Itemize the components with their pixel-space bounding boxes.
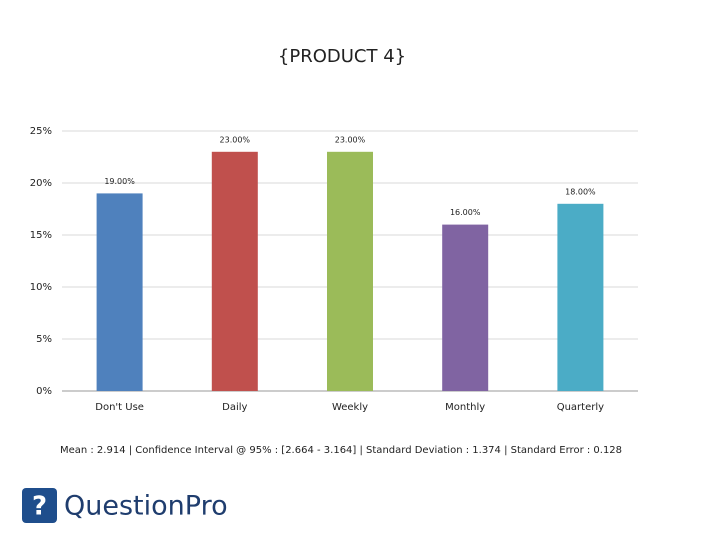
y-tick-label: 25% bbox=[30, 126, 52, 137]
bar bbox=[327, 151, 373, 391]
chart-title: {PRODUCT 4} bbox=[278, 46, 406, 67]
x-tick-label: Monthly bbox=[445, 402, 485, 413]
value-label: 16.00% bbox=[450, 208, 481, 217]
bar bbox=[442, 224, 489, 391]
value-label: 23.00% bbox=[335, 135, 366, 144]
stats-footnote: Mean : 2.914 | Confidence Interval @ 95%… bbox=[60, 445, 622, 456]
y-tick-label: 5% bbox=[36, 334, 52, 345]
value-label: 18.00% bbox=[565, 187, 596, 196]
bar bbox=[96, 193, 143, 391]
x-tick-label: Daily bbox=[222, 402, 247, 413]
x-tick-label: Don't Use bbox=[95, 402, 144, 413]
logo-mark: ? bbox=[32, 492, 47, 522]
x-tick-label: Quarterly bbox=[557, 402, 604, 413]
value-label: 19.00% bbox=[104, 177, 135, 186]
y-tick-label: 0% bbox=[36, 386, 52, 397]
y-tick-label: 10% bbox=[30, 282, 52, 293]
logo: ? QuestionPro bbox=[22, 488, 228, 523]
bar bbox=[211, 151, 258, 391]
y-tick-label: 15% bbox=[30, 230, 52, 241]
x-tick-label: Weekly bbox=[332, 402, 368, 413]
y-tick-label: 20% bbox=[30, 178, 52, 189]
logo-icon bbox=[22, 488, 57, 523]
value-label: 23.00% bbox=[220, 135, 251, 144]
logo-text: QuestionPro bbox=[64, 491, 228, 522]
bar bbox=[557, 203, 604, 391]
